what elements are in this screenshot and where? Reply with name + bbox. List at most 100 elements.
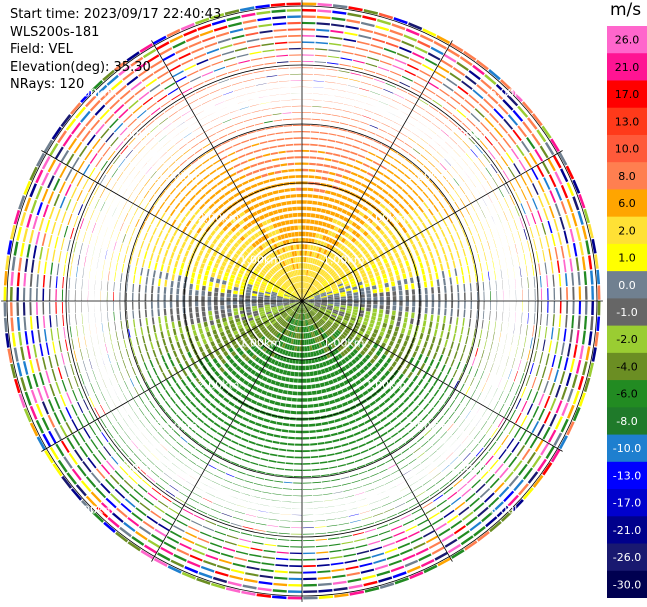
velocity-gate xyxy=(109,118,119,129)
velocity-gate xyxy=(261,317,268,321)
velocity-gate xyxy=(244,240,250,246)
velocity-gate xyxy=(431,258,436,266)
velocity-gate xyxy=(68,302,70,314)
velocity-gate xyxy=(228,401,235,407)
velocity-gate xyxy=(249,278,255,283)
velocity-gate xyxy=(267,406,274,411)
velocity-gate xyxy=(465,336,469,345)
velocity-gate xyxy=(373,304,378,309)
velocity-gate xyxy=(484,74,497,85)
velocity-gate xyxy=(323,434,331,438)
velocity-gate xyxy=(61,289,64,301)
velocity-gate xyxy=(200,222,206,229)
velocity-gate xyxy=(453,178,460,186)
velocity-gate xyxy=(523,228,528,240)
velocity-gate xyxy=(226,305,231,309)
velocity-gate xyxy=(484,492,495,503)
velocity-gate xyxy=(426,484,436,491)
velocity-gate xyxy=(283,283,289,288)
velocity-gate xyxy=(319,408,326,413)
velocity-gate xyxy=(309,278,314,284)
velocity-gate xyxy=(302,307,304,314)
velocity-gate xyxy=(300,307,302,314)
velocity-gate xyxy=(519,324,522,335)
velocity-gate xyxy=(252,455,260,460)
velocity-gate xyxy=(404,421,412,428)
velocity-gate xyxy=(467,474,477,484)
velocity-gate xyxy=(250,361,257,368)
velocity-gate xyxy=(233,330,239,336)
velocity-gate xyxy=(440,431,447,439)
velocity-gate xyxy=(519,266,522,278)
velocity-gate xyxy=(257,587,272,592)
velocity-gate xyxy=(207,548,221,555)
velocity-gate xyxy=(168,258,173,266)
velocity-gate xyxy=(330,343,336,349)
velocity-gate xyxy=(459,186,466,195)
velocity-gate xyxy=(276,271,282,277)
velocity-gate xyxy=(66,392,72,404)
velocity-gate xyxy=(365,62,378,68)
velocity-gate xyxy=(345,25,359,30)
velocity-gate xyxy=(504,393,510,404)
velocity-gate xyxy=(360,297,365,301)
velocity-gate xyxy=(300,333,302,339)
velocity-gate xyxy=(181,571,196,580)
velocity-gate xyxy=(117,340,121,350)
velocity-gate xyxy=(552,314,555,327)
velocity-gate xyxy=(435,272,439,280)
velocity-gate xyxy=(312,106,322,108)
velocity-gate xyxy=(271,291,278,295)
velocity-gate xyxy=(63,225,69,238)
velocity-gate xyxy=(362,276,368,281)
velocity-gate xyxy=(298,307,301,314)
velocity-gate xyxy=(359,87,370,92)
velocity-gate xyxy=(320,292,326,295)
velocity-gate xyxy=(269,399,276,405)
velocity-gate xyxy=(302,118,311,120)
velocity-gate xyxy=(336,220,342,226)
velocity-gate xyxy=(307,304,313,309)
velocity-gate xyxy=(462,318,465,326)
velocity-gate xyxy=(293,482,302,484)
velocity-gate xyxy=(288,287,294,292)
velocity-gate xyxy=(113,219,118,229)
velocity-gate xyxy=(340,296,346,299)
velocity-gate xyxy=(304,282,307,289)
velocity-gate xyxy=(322,361,327,367)
velocity-gate xyxy=(438,239,443,247)
velocity-gate xyxy=(173,525,185,533)
velocity-gate xyxy=(462,344,467,353)
velocity-gate xyxy=(290,331,294,338)
velocity-gate xyxy=(111,168,119,178)
velocity-gate xyxy=(166,329,171,337)
velocity-gate xyxy=(268,282,274,287)
velocity-gate xyxy=(353,292,359,296)
velocity-gate xyxy=(294,306,299,312)
velocity-gate xyxy=(82,192,89,204)
velocity-gate xyxy=(417,255,422,263)
velocity-gate xyxy=(317,442,325,445)
velocity-gate xyxy=(188,525,200,533)
velocity-gate xyxy=(349,590,365,596)
velocity-gate xyxy=(435,117,445,125)
velocity-gate xyxy=(464,540,478,551)
velocity-gate xyxy=(103,333,106,343)
velocity-gate xyxy=(274,576,288,580)
velocity-gate xyxy=(94,198,100,209)
velocity-gate xyxy=(339,161,347,165)
velocity-gate xyxy=(330,211,336,216)
velocity-gate xyxy=(346,19,361,24)
velocity-gate xyxy=(268,426,275,431)
velocity-gate xyxy=(161,495,172,503)
velocity-gate xyxy=(588,255,593,270)
velocity-gate xyxy=(92,370,97,381)
velocity-gate xyxy=(428,105,439,112)
velocity-gate xyxy=(497,213,502,224)
velocity-gate xyxy=(140,162,148,171)
velocity-gate xyxy=(303,269,306,276)
velocity-gate xyxy=(423,530,435,538)
velocity-gate xyxy=(337,242,343,249)
velocity-gate xyxy=(139,502,151,511)
velocity-gate xyxy=(35,231,41,245)
